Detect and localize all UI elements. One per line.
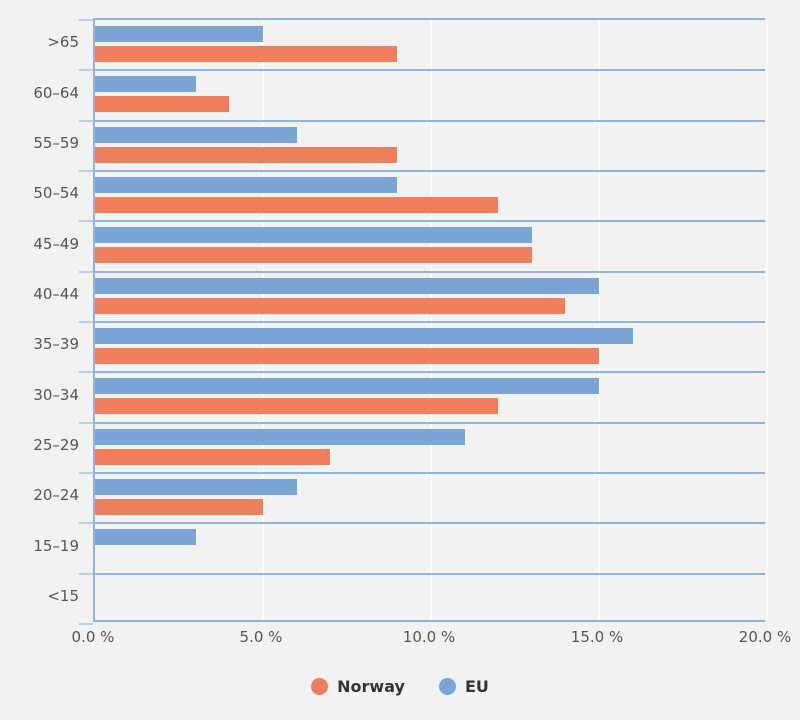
y-axis-label: 50–54 bbox=[33, 184, 79, 203]
bar-eu bbox=[95, 378, 599, 395]
gridline-y-8 bbox=[95, 421, 765, 424]
legend-dot-icon bbox=[438, 678, 456, 695]
gridline-y-5 bbox=[95, 270, 765, 273]
bar-group bbox=[95, 20, 765, 70]
gridline-y-7 bbox=[95, 371, 765, 374]
gridline-x-10 bbox=[430, 20, 432, 620]
gridline-y-10 bbox=[95, 522, 765, 525]
bar-group bbox=[95, 322, 765, 372]
bar-group bbox=[95, 221, 765, 271]
y-axis-label: 45–49 bbox=[33, 234, 79, 253]
y-tick-edge-12 bbox=[79, 623, 93, 625]
bar-group bbox=[95, 523, 765, 573]
y-axis-label: 35–39 bbox=[33, 335, 79, 354]
bar-eu bbox=[95, 479, 297, 495]
bar-group bbox=[95, 70, 765, 120]
plot-area bbox=[79, 18, 768, 625]
legend-label: Norway bbox=[337, 676, 405, 696]
y-axis-label: 25–29 bbox=[33, 435, 79, 454]
y-tick-7 bbox=[79, 371, 93, 374]
y-tick-2 bbox=[79, 119, 93, 122]
y-tick-9 bbox=[79, 472, 93, 474]
gridline-x-20 bbox=[766, 20, 768, 620]
bar-norway bbox=[95, 247, 532, 264]
y-tick-5 bbox=[79, 270, 93, 273]
bar-eu bbox=[95, 177, 398, 193]
x-axis-label: 5.0 % bbox=[239, 628, 283, 646]
y-tick-4 bbox=[79, 220, 93, 223]
bar-eu bbox=[95, 126, 297, 143]
bar-eu bbox=[95, 428, 465, 445]
bar-eu bbox=[95, 328, 633, 344]
y-axis-label: 30–34 bbox=[33, 385, 79, 404]
y-axis-label: >65 bbox=[47, 33, 79, 52]
chart-legend: Norway EU bbox=[0, 678, 800, 695]
bar-norway bbox=[95, 398, 499, 415]
legend-dot-icon bbox=[311, 678, 329, 695]
x-axis-label: 10.0 % bbox=[402, 628, 456, 646]
bar-norway bbox=[95, 197, 499, 213]
bar-eu bbox=[95, 26, 263, 42]
legend-item-norway[interactable]: Norway bbox=[311, 678, 405, 695]
bar-norway bbox=[95, 96, 230, 113]
y-tick-edge-0 bbox=[79, 19, 93, 21]
y-tick-1 bbox=[79, 69, 93, 72]
bar-group bbox=[95, 121, 765, 171]
bar-eu bbox=[95, 76, 196, 93]
bar-eu bbox=[95, 529, 196, 546]
gridline-y-2 bbox=[95, 119, 765, 122]
bar-norway bbox=[95, 297, 566, 314]
gridline-x-15 bbox=[598, 20, 600, 620]
gridline-y-6 bbox=[95, 321, 765, 323]
legend-item-eu[interactable]: EU bbox=[438, 676, 489, 696]
bar-norway bbox=[95, 146, 398, 163]
bar-group bbox=[95, 574, 765, 624]
bar-group bbox=[95, 423, 765, 473]
x-axis-label: 0.0 % bbox=[71, 628, 115, 646]
bar-norway bbox=[95, 448, 331, 465]
bar-group bbox=[95, 372, 765, 422]
bar-group bbox=[95, 473, 765, 523]
bar-group bbox=[95, 171, 765, 221]
bar-group bbox=[95, 272, 765, 322]
x-axis: 0.0 % 5.0 % 10.0 % 15.0 % 20.0 % bbox=[0, 630, 800, 654]
y-axis: >65 60–64 55–59 50–54 45–49 40–44 35–39 30–34 25… bbox=[0, 18, 79, 622]
bar-eu bbox=[95, 227, 532, 244]
y-axis-label: 55–59 bbox=[33, 133, 79, 152]
gridline-x-5 bbox=[262, 20, 264, 620]
y-tick-11 bbox=[79, 572, 93, 575]
bar-norway bbox=[95, 46, 398, 62]
y-tick-8 bbox=[79, 421, 93, 424]
x-axis-label: 20.0 % bbox=[738, 628, 792, 646]
y-tick-3 bbox=[79, 170, 93, 172]
y-tick-6 bbox=[79, 321, 93, 323]
gridline-y-3 bbox=[95, 170, 765, 172]
legend-label: EU bbox=[464, 676, 489, 696]
y-axis-label: 60–64 bbox=[33, 83, 79, 102]
x-axis-label: 15.0 % bbox=[570, 628, 624, 646]
y-axis-label: 20–24 bbox=[33, 486, 79, 505]
gridline-y-1 bbox=[95, 69, 765, 72]
gridline-y-4 bbox=[95, 220, 765, 223]
gridline-y-11 bbox=[95, 572, 765, 575]
gridline-y-9 bbox=[95, 472, 765, 474]
y-axis-label: <15 bbox=[47, 586, 79, 605]
y-axis-label: 15–19 bbox=[33, 536, 79, 555]
bar-eu bbox=[95, 277, 599, 294]
bar-norway bbox=[95, 348, 599, 364]
y-tick-10 bbox=[79, 522, 93, 525]
bar-norway bbox=[95, 499, 263, 515]
y-axis-label: 40–44 bbox=[33, 284, 79, 303]
